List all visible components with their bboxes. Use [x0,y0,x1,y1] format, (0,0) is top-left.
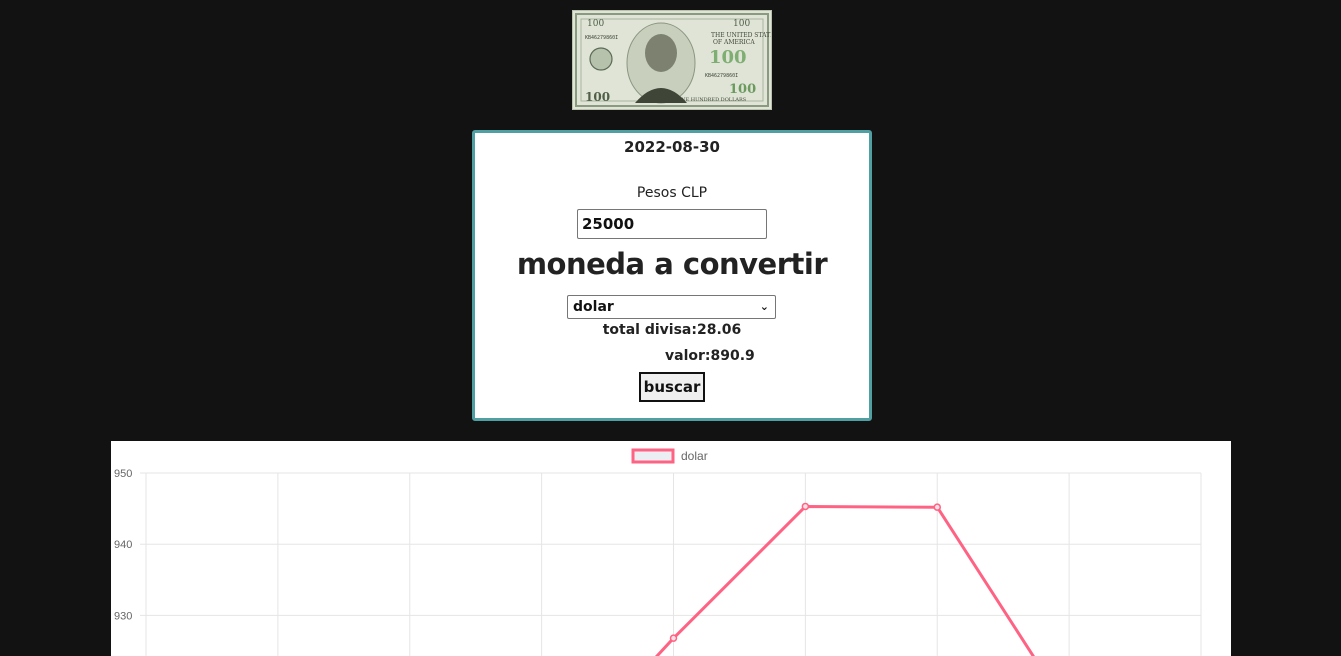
exchange-rate-chart: 950 940 930 dolar [111,441,1231,656]
valor-label: valor: [665,348,711,364]
svg-text:100: 100 [733,19,750,29]
svg-text:OF AMERICA: OF AMERICA [713,39,755,46]
svg-text:100: 100 [587,19,604,29]
svg-text:100: 100 [709,47,747,68]
y-tick-label: 930 [114,610,132,622]
pesos-clp-label: Pesos CLP [636,185,708,201]
currency-converter-card: 2022-08-30 Pesos CLP moneda a convertir … [472,130,872,421]
svg-text:THE UNITED STATES: THE UNITED STATES [711,32,771,39]
valor: valor:890.9 [665,348,755,364]
date-label: 2022-08-30 [624,138,720,156]
svg-text:100: 100 [585,90,610,104]
data-point [669,634,678,642]
legend-swatch [631,448,675,464]
data-point [801,502,810,511]
series-line-dolar [654,505,1035,656]
currency-select-value: dolar [573,299,614,315]
convert-heading: moneda a convertir [516,247,828,281]
y-tick-label: 950 [114,468,132,480]
svg-text:ONE HUNDRED DOLLARS: ONE HUNDRED DOLLARS [677,97,747,103]
banknote-illustration: 100 100 100 100 THE UNITED STATES OF AME… [573,11,771,109]
legend-label-dolar: dolar [681,449,708,463]
chevron-down-icon: ⌄ [759,300,769,313]
total-divisa: total divisa:28.06 [475,322,869,338]
total-divisa-value: 28.06 [696,322,742,338]
search-button[interactable]: buscar [639,372,705,402]
total-divisa-label: total divisa: [602,322,697,338]
y-tick-label: 940 [114,539,132,551]
hundred-dollar-bill-image: 100 100 100 100 THE UNITED STATES OF AME… [572,10,772,110]
data-point [933,503,941,511]
amount-input[interactable] [577,209,767,239]
line-chart-svg: 950 940 930 dolar [114,448,1202,656]
valor-value: 890.9 [710,348,755,364]
currency-select[interactable]: dolar ⌄ [567,295,776,319]
svg-text:100: 100 [729,82,756,97]
svg-text:KB46279860I: KB46279860I [705,73,738,79]
svg-text:KB46279860I: KB46279860I [585,35,618,41]
